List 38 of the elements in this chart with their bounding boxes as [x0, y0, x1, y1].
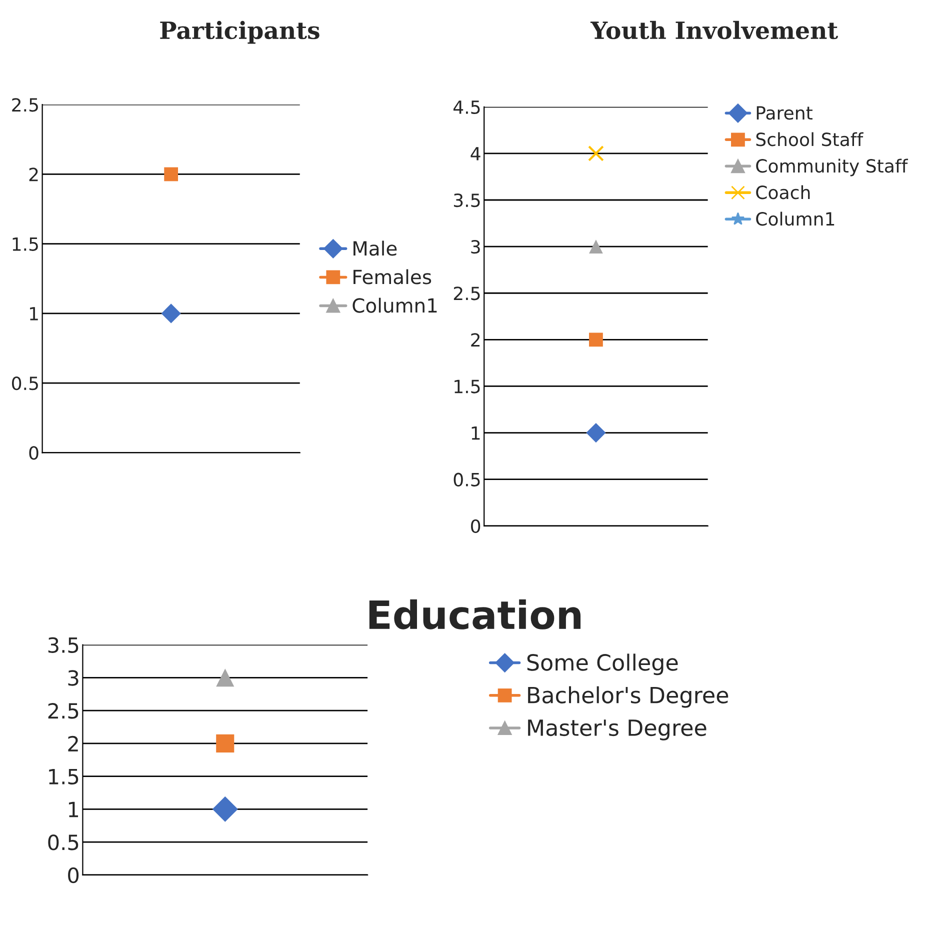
chart-title: Participants	[160, 20, 320, 44]
y-tick-label: 1	[472, 426, 480, 440]
y-tick-label: 0.5	[454, 472, 480, 486]
legend-label: Column1	[756, 212, 834, 226]
y-tick-label: 2	[68, 736, 78, 752]
y-tick-label: 0	[68, 867, 79, 884]
legend-label: Bachelor's Degree	[528, 686, 728, 708]
legend-label: Column1	[352, 298, 437, 313]
chart-title: Youth Involvement	[590, 20, 838, 40]
y-tick-label: 0.5	[12, 376, 38, 390]
legend-label: Community Staff	[756, 158, 908, 176]
legend-label: Coach	[756, 185, 810, 200]
y-tick-label: 2	[471, 333, 480, 347]
y-tick-label: 0	[471, 519, 480, 534]
legend-label: Parent	[756, 106, 812, 120]
y-tick-label: 0	[29, 446, 38, 460]
y-tick-label: 0.5	[48, 834, 78, 850]
legend-label: Some College	[527, 654, 678, 676]
y-tick-label: 4.5	[453, 100, 480, 114]
y-tick-label: 3	[68, 670, 78, 686]
legend-label: Females	[354, 269, 432, 284]
y-tick-label: 1	[68, 802, 78, 818]
y-tick-label: 1.5	[454, 380, 480, 394]
y-tick-label: 3.5	[454, 193, 480, 208]
y-tick-label: 2.5	[12, 98, 38, 112]
y-tick-label: 3	[471, 240, 480, 254]
text: Education	[369, 599, 581, 630]
y-tick-label: 1	[30, 307, 38, 320]
y-tick-label: 4	[470, 147, 480, 160]
y-tick-label: 1.5	[12, 238, 38, 251]
legend-label: School Staff	[756, 132, 864, 146]
y-tick-label: 1.5	[49, 769, 78, 784]
y-tick-label: 2.5	[454, 286, 480, 300]
legend-label: Master's Degree	[528, 720, 706, 740]
y-tick-label: 2.5	[48, 702, 78, 719]
y-tick-label: 3.5	[48, 637, 78, 653]
legend-label: Male	[354, 240, 397, 256]
y-tick-label: 2	[29, 168, 38, 182]
